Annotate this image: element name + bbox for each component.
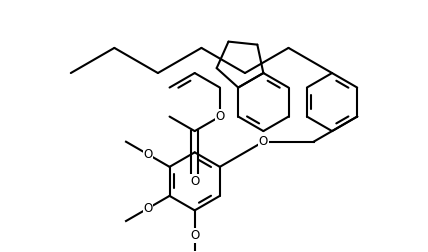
Text: O: O <box>190 229 199 242</box>
Text: O: O <box>215 110 224 123</box>
Text: O: O <box>143 148 152 161</box>
Text: O: O <box>190 175 199 188</box>
Text: O: O <box>259 135 268 148</box>
Text: O: O <box>143 202 152 215</box>
